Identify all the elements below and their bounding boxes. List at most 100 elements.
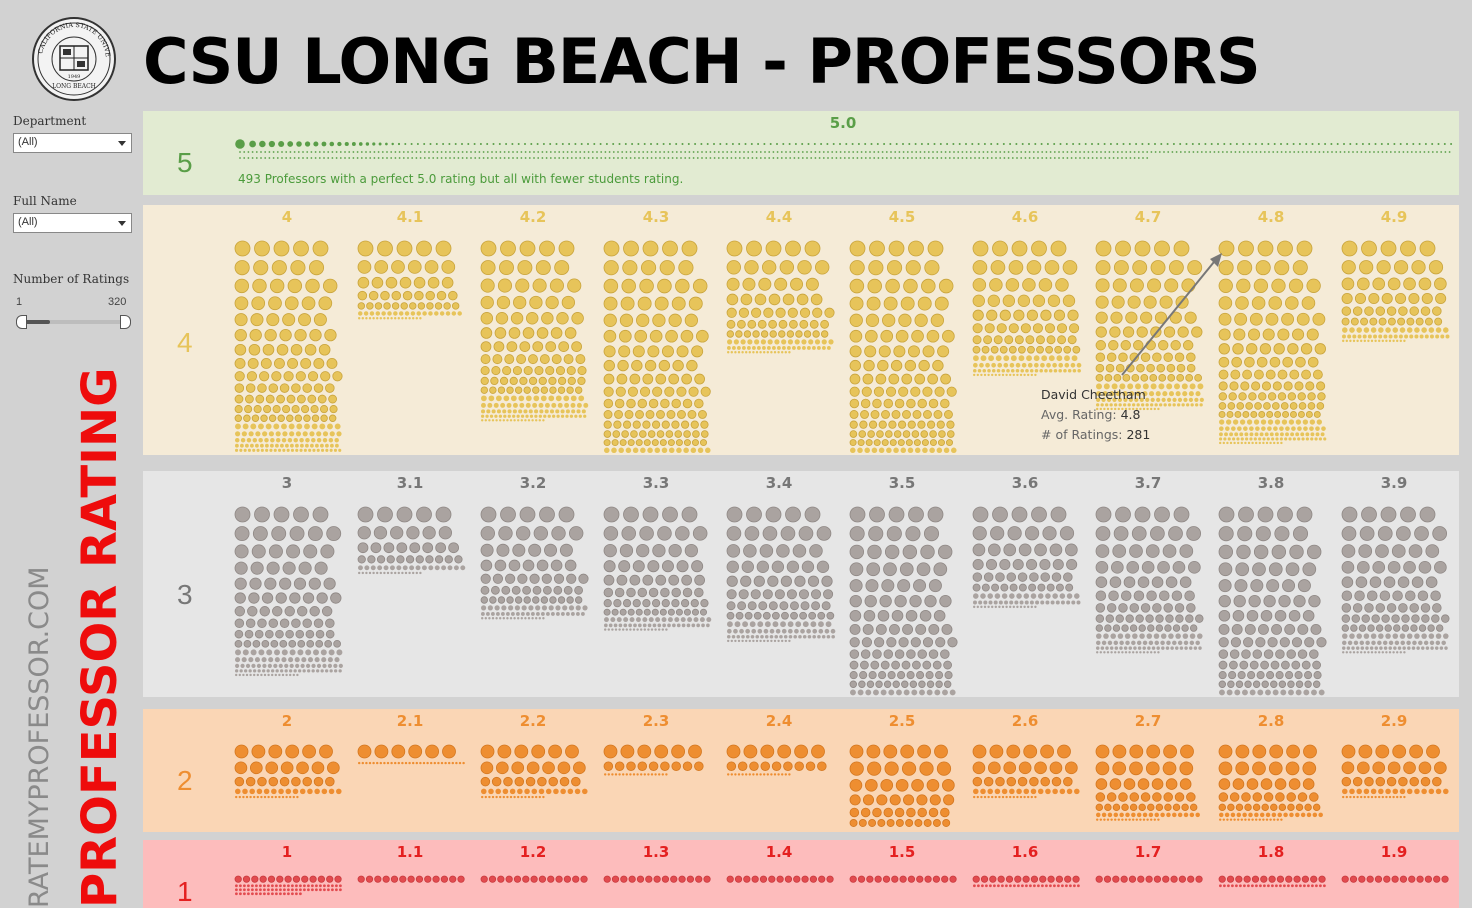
professor-dot [1218,594,1231,608]
professor-dot [1229,432,1234,437]
professor-dot [1356,339,1359,343]
professor-dot [1197,633,1203,639]
professor-dot [578,573,589,584]
professor-dot [1050,600,1055,605]
professor-dot [295,663,300,668]
band-label: 4 [177,327,193,358]
professor-dot [1103,651,1106,654]
professor-dot [1378,788,1384,795]
professor-dot [998,373,1001,377]
professor-dot [891,660,900,670]
professor-dot [401,761,404,765]
professor-dot [682,761,693,772]
professor-dot [1312,812,1318,818]
professor-dot [561,143,564,145]
professor-dot [792,346,796,350]
professor-dot [564,327,577,339]
column-label: 1.4 [765,843,793,861]
professor-dot [1248,594,1261,608]
professor-dot [681,373,693,385]
professor-dot [849,359,861,372]
column-label: 4.9 [1380,208,1408,226]
professor-dot [397,761,400,765]
professor-dot [234,544,249,559]
department-select[interactable]: (All) [13,133,132,153]
professor-dot [1219,441,1222,445]
professor-dot [512,414,516,418]
professor-dot [983,795,987,799]
professor-dot [726,526,742,541]
professor-dot [538,376,547,386]
professor-dot [1034,795,1037,799]
professor-dot [812,330,820,338]
professor-dot [266,669,270,673]
professor-dot [312,240,329,257]
professor-dot [513,295,527,310]
professor-dot [422,542,434,554]
professor-dot [448,761,451,765]
professor-dot [886,260,903,276]
professor-dot [886,637,897,648]
professor-dot [453,565,459,571]
professor-dot [1099,407,1102,411]
professor-dot [776,544,790,558]
professor-dot [1302,609,1315,622]
professor-dot [526,612,530,616]
num-ratings-slider-max-handle[interactable] [120,315,131,329]
professor-dot [1053,151,1056,153]
professor-dot [980,373,983,377]
professor-dot [266,649,273,656]
num-ratings-slider-min-handle[interactable] [16,315,27,329]
professor-dot [989,884,992,888]
professor-dot [991,605,994,609]
professor-dot [1105,403,1109,407]
professor-dot [1095,340,1107,351]
professor-dot [1146,633,1153,639]
professor-dot [927,373,939,385]
professor-dot [235,795,238,799]
professor-dot [617,359,629,372]
professor-dot [603,240,620,257]
professor-dot [787,346,791,350]
professor-dot [1162,761,1177,776]
professor-dot [1393,646,1397,650]
professor-dot [995,572,1005,582]
professor-dot [957,151,960,153]
professor-dot [1414,788,1420,795]
professor-dot [441,565,447,571]
professor-dot [272,405,281,414]
full-name-select[interactable]: (All) [13,213,132,233]
professor-dot [545,157,548,159]
professor-dot [1385,633,1391,639]
professor-dot [574,596,583,604]
professor-dot [798,634,802,639]
professor-dot [1009,583,1018,592]
professor-dot [674,430,683,438]
professor-dot [293,151,296,153]
professor-dot [1218,623,1230,635]
num-ratings-slider-track[interactable] [20,320,126,324]
professor-dot [581,409,586,414]
professor-dot [770,351,773,354]
professor-dot [652,386,663,397]
professor-dot [245,663,251,668]
professor-dot [1251,875,1260,883]
professor-dot [1142,812,1148,818]
professor-dot [480,327,493,339]
professor-dot [785,240,801,257]
professor-dot [936,157,939,159]
professor-dot [234,561,248,575]
professor-dot [893,430,902,438]
professor-dot [523,596,531,604]
professor-dot [1272,151,1275,153]
professor-dot [1182,633,1189,639]
professor-dot [1066,151,1069,153]
professor-dot [923,157,926,159]
professor-dot [1073,884,1076,888]
professor-dot [1312,660,1321,670]
professor-dot [1396,526,1411,541]
professor-dot [979,362,984,368]
professor-dot [986,157,989,159]
professor-dot [307,884,310,888]
professor-dot [1317,143,1320,145]
